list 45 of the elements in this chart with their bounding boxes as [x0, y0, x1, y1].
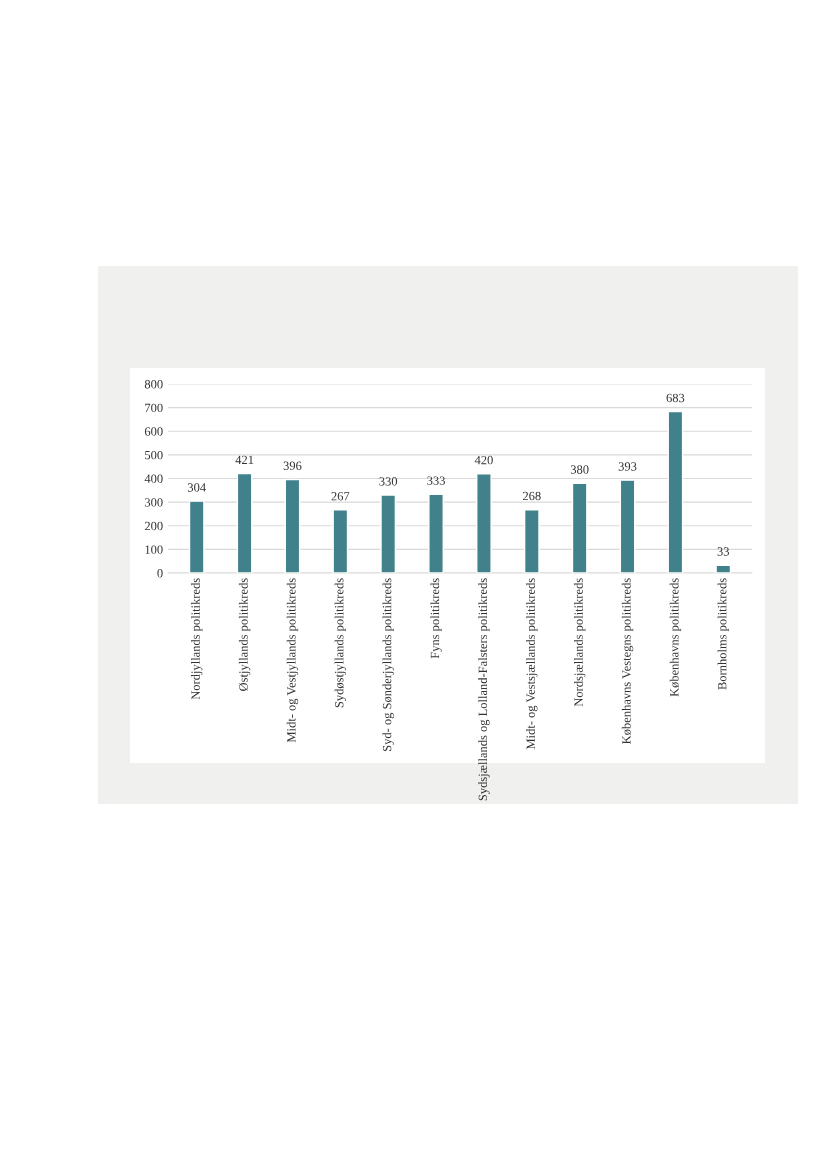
data-label: 33: [717, 547, 730, 556]
y-tick-label: 400: [144, 474, 163, 483]
y-tick-label: 800: [144, 380, 163, 389]
x-tick-label: Syd- og Sønderjyllands politikreds: [382, 578, 394, 751]
data-label: 421: [235, 455, 254, 464]
data-label: 267: [331, 492, 350, 501]
y-tick-label: 0: [157, 569, 163, 578]
x-tick-label: Københavns politikreds: [669, 578, 682, 697]
data-label: 333: [427, 476, 445, 485]
data-label: 330: [379, 477, 398, 486]
bar: [236, 472, 253, 573]
y-tick-label: 200: [144, 521, 163, 531]
x-tick-label: Nordjyllands politikreds: [191, 578, 203, 700]
x-tick-label: Sydøstjyllands politikreds: [334, 578, 347, 708]
x-tick-label: Nordsjællands politikreds: [574, 578, 586, 707]
bar: [667, 410, 684, 573]
y-tick-label: 600: [144, 427, 163, 436]
data-label: 268: [522, 491, 541, 501]
x-tick-label: Københavns Vestegns politikreds: [621, 578, 634, 744]
bar: [284, 478, 301, 573]
x-tick-label: Østjyllands politikreds: [238, 578, 251, 691]
data-label: 396: [283, 461, 302, 470]
bar: [332, 509, 349, 573]
bar: [428, 493, 444, 573]
y-tick-label: 300: [144, 498, 163, 507]
x-tick-label: Fyns politikreds: [430, 578, 442, 659]
data-label: 380: [570, 465, 589, 474]
bar: [619, 479, 636, 573]
x-tick-label: Bornholms politikreds: [717, 578, 729, 690]
data-label: 683: [666, 393, 685, 403]
y-tick-label: 700: [145, 403, 163, 413]
bar: [188, 500, 205, 573]
bar: [380, 494, 397, 573]
bar: [715, 564, 732, 573]
data-label: 393: [618, 462, 637, 471]
data-label: 304: [187, 483, 206, 492]
y-tick-label: 500: [145, 450, 163, 460]
bar: [476, 473, 492, 573]
x-tick-label: Sydsjællands og Lolland-Falsters politikreds: [478, 578, 490, 801]
x-tick-label: Midt- og Vestjyllands politikreds: [286, 578, 299, 743]
data-label: 420: [474, 455, 493, 465]
bar: [523, 508, 540, 573]
x-tick-label: Midt- og Vestsjællands politikreds: [526, 578, 538, 750]
bar: [571, 482, 588, 573]
y-tick-label: 100: [145, 545, 163, 554]
